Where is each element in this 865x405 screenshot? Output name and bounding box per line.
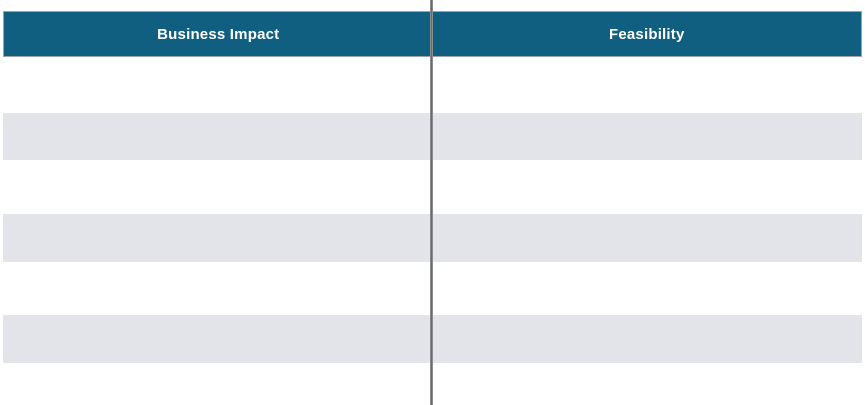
table-cell — [3, 315, 433, 363]
column-header-feasibility: Feasibility — [608, 25, 685, 43]
table-cell — [3, 160, 433, 214]
table-cell — [3, 57, 433, 113]
table-cell — [433, 315, 863, 363]
column-divider-line — [430, 0, 433, 405]
table-cell — [3, 262, 433, 315]
table-cell — [3, 113, 433, 160]
table-cell — [3, 214, 433, 262]
table-cell — [433, 160, 863, 214]
column-header-business-impact: Business Impact — [157, 25, 280, 43]
table-cell — [433, 113, 863, 160]
table-cell — [433, 262, 863, 315]
table-cell — [433, 57, 863, 113]
table-cell — [433, 214, 863, 262]
